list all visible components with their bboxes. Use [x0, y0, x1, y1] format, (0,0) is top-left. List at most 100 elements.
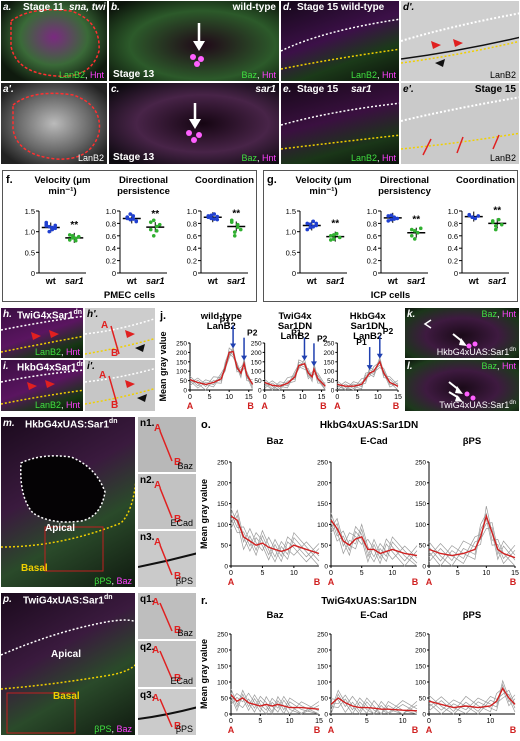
g-chart2-sig: ** — [493, 205, 501, 216]
o-chart2-xtick-label-3: 15 — [511, 570, 519, 577]
j-chart0-mean-line — [189, 350, 254, 386]
j-chart0-peak-label-1: P2 — [247, 328, 258, 338]
o-chart2-xtick-label-2: 10 — [482, 570, 490, 577]
r-chart0-b: B — [314, 725, 321, 735]
panel-c-letter: c. — [111, 84, 120, 95]
g-chart2-ytick-label-0: 0 — [454, 269, 458, 278]
g-chart2-point-0-5 — [470, 215, 475, 219]
panel-e-marker-1: LanB2 — [350, 153, 377, 163]
g-chart0-cat-1: sar1 — [326, 276, 345, 286]
f-chart2-ytick-label-4: 0.8 — [187, 219, 197, 228]
r-chart0-title-0: Baz — [267, 610, 284, 621]
f-chart1-point-1-3 — [157, 222, 162, 227]
g-chart0-ytick-label-2: 1.0 — [286, 228, 296, 237]
g-chart0-point-1-4 — [328, 238, 333, 242]
r-chart0-xtick-label-0: 0 — [229, 718, 233, 725]
f-chart1-ytick-label-4: 0.8 — [106, 219, 116, 228]
panel-d-letter: d. — [283, 2, 292, 13]
panel-n3-marker: βPS — [175, 576, 193, 586]
panel-h-title: TwiG4xSar1dn — [17, 309, 83, 322]
g-chart0-point-1-3 — [337, 235, 342, 240]
f-chart2-cat-1: sar1 — [227, 276, 246, 286]
panel-c-marker-2: Hnt — [261, 153, 276, 163]
r-chart0-ytick-label-5: 250 — [217, 632, 228, 639]
panel-i: i. HkbG4xSar1dn LanB2, Hnt — [0, 359, 84, 412]
panel-n1: n1. A B Baz — [137, 416, 197, 473]
panel-q3-line — [138, 698, 196, 728]
panel-n3-b: B — [174, 571, 182, 582]
panel-h-prime: h'. A B — [84, 307, 156, 359]
o-chart1-ytick-label-0: 0 — [324, 564, 328, 571]
panel-a: a. Stage 11 sna, twi LanB2, Hnt — [0, 0, 108, 82]
f-chart1-cat-1: sar1 — [146, 276, 165, 286]
g-chart0-title: Velocity (μm — [296, 175, 352, 186]
f-chart2-point-0-5 — [209, 213, 214, 218]
r-chart1-a: A — [328, 725, 335, 735]
j-chart1-ytick-label-1: 50 — [254, 378, 262, 385]
r-chart2-ytick-label-4: 200 — [415, 648, 426, 655]
f-chart2-point-0-1 — [209, 216, 214, 221]
r-chart0-trace-0 — [230, 692, 320, 715]
panel-e-outline — [281, 102, 399, 150]
f-letter: f. — [6, 174, 13, 186]
j-chart2-peak-head-0 — [366, 365, 373, 371]
panel-a-prime-letter: a'. — [3, 84, 14, 95]
panel-l-letter: l. — [407, 361, 413, 372]
panel-n1-marker: Baz — [177, 461, 193, 471]
r-chart2-xtick-label-0: 0 — [427, 718, 431, 725]
f-chart1-point-0-2 — [131, 214, 136, 218]
j-chart2-xtick-label-0: 0 — [335, 394, 339, 401]
panel-e-prime-letter: e'. — [403, 84, 414, 95]
panel-q3-marker: βPS — [175, 724, 193, 734]
f-chart1-point-1-2 — [154, 224, 159, 229]
o-chart0-title-0: Baz — [267, 436, 284, 447]
f-chart2-title: Coordination — [195, 175, 254, 186]
g-chart1-ytick-label-3: 0.6 — [367, 232, 377, 241]
panel-p-outline — [1, 619, 135, 734]
j-chart1-a: A — [261, 401, 268, 411]
r-chart1-trace-3 — [330, 694, 418, 715]
g-group: ICP cells — [371, 290, 410, 301]
o-chart1-ytick-label-5: 250 — [317, 460, 328, 467]
f-chart1-point-1-0 — [148, 220, 153, 224]
panel-e-prime: e'. Stage 15 LanB2 — [400, 82, 520, 165]
j-chart2-ytick-label-3: 150 — [323, 359, 334, 366]
g-chart1-point-1-0 — [409, 227, 414, 232]
f-chart1-point-0-7 — [134, 219, 139, 224]
g-chart1-ytick-label-5: 1.0 — [367, 207, 377, 216]
f-chart1-point-1-6 — [154, 229, 159, 233]
j-chart0-peak-label-0: P1 — [220, 315, 231, 325]
j-chart1-xtick-label-2: 10 — [299, 394, 307, 401]
j-chart2-ytick-label-2: 100 — [323, 369, 334, 376]
panel-p-basal: Basal — [53, 691, 80, 702]
o-chart2-b: B — [510, 577, 517, 587]
panel-k-marker-1: Baz — [481, 309, 497, 319]
panel-b-title: wild-type — [232, 2, 276, 13]
r-chart2-trace-4 — [428, 689, 516, 715]
g-chart0-point-0-1 — [308, 225, 313, 230]
panel-l-marker-1: Baz — [481, 361, 497, 371]
f-chart2-ytick-label-5: 1.0 — [187, 207, 197, 216]
panel-n2-letter: n2. — [140, 475, 155, 486]
f-chart2-point-0-4 — [206, 215, 211, 219]
j-chart1-peak-label-0: P1 — [291, 328, 302, 338]
f-chart0-ytick-label-1: 0.5 — [25, 248, 35, 257]
f-chart0-point-1-6 — [73, 236, 78, 241]
g-chart2-ytick-label-3: 0.6 — [448, 232, 458, 241]
o-chart2-xtick-label-1: 5 — [456, 570, 460, 577]
f-chart2-ytick-label-3: 0.6 — [187, 232, 197, 241]
o-chart0-b: B — [314, 577, 321, 587]
f-chart1-point-1-1 — [151, 234, 156, 238]
panel-d-title: Stage 15 wild-type — [297, 2, 385, 13]
r-chart0-ytick-label-0: 0 — [224, 712, 228, 719]
panel-q3: q3. A B βPS — [137, 688, 197, 736]
panel-e-prime-outline — [401, 96, 519, 156]
f-chart1-point-0-6 — [131, 217, 136, 221]
o-chart0-trace-2 — [230, 518, 320, 567]
f-chart0-ytick-label-2: 1.0 — [25, 228, 35, 237]
o-ylabel: Mean gray value — [199, 479, 209, 549]
g-chart0-sig: ** — [331, 219, 339, 230]
j-chart1-title-1: Sar1DN — [278, 321, 312, 332]
f-chart1-point-0-5 — [128, 212, 133, 216]
panel-q3-a: A — [152, 693, 160, 704]
